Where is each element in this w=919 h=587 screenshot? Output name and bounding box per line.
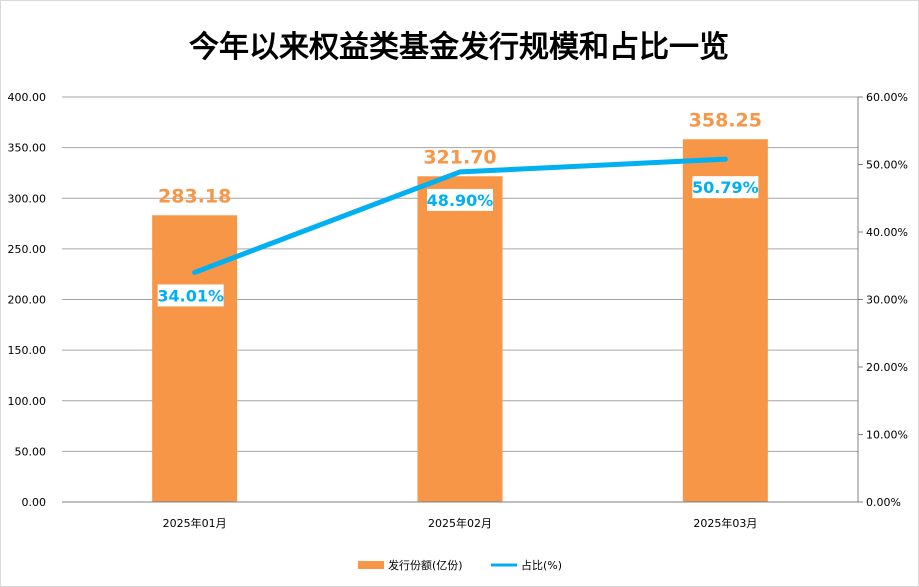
left-tick-label: 100.00: [8, 395, 47, 408]
bar-data-label: 321.70: [423, 146, 496, 168]
right-tick-label: 50.00%: [866, 159, 908, 172]
bar: [417, 176, 503, 502]
line-label-bg: [692, 176, 759, 199]
bar: [682, 139, 768, 502]
line-label-bg: [427, 188, 493, 211]
bar: [152, 215, 238, 502]
left-tick-label: 0.00: [22, 496, 47, 509]
x-tick-label: 2025年01月: [163, 516, 227, 530]
line-data-label: 50.79%: [692, 178, 759, 197]
right-tick-label: 10.00%: [866, 429, 908, 442]
chart-title: 今年以来权益类基金发行规模和占比一览: [189, 30, 729, 65]
right-tick-label: 60.00%: [866, 91, 908, 104]
line-label-bg: [157, 284, 224, 307]
legend-bar-label: 发行份额(亿份): [388, 558, 463, 572]
bar-data-label: 358.25: [689, 109, 762, 131]
left-tick-label: 200.00: [8, 294, 47, 307]
right-tick-label: 30.00%: [866, 294, 908, 307]
left-tick-label: 350.00: [8, 142, 47, 155]
left-tick-label: 250.00: [8, 243, 47, 256]
right-tick-label: 40.00%: [866, 226, 908, 239]
line-data-label: 48.90%: [427, 191, 494, 210]
right-tick-label: 0.00%: [866, 496, 901, 509]
left-tick-label: 150.00: [8, 344, 47, 357]
x-tick-label: 2025年03月: [693, 516, 757, 530]
line-data-label: 34.01%: [157, 286, 224, 305]
legend-bar-swatch: [358, 561, 384, 569]
legend-line-label: 占比(%): [521, 558, 562, 572]
left-tick-label: 50.00: [15, 445, 47, 458]
bar-data-label: 283.18: [158, 185, 231, 207]
left-tick-label: 300.00: [8, 192, 47, 205]
x-tick-label: 2025年02月: [428, 516, 492, 530]
left-tick-label: 400.00: [8, 91, 47, 104]
right-tick-label: 20.00%: [866, 361, 908, 374]
